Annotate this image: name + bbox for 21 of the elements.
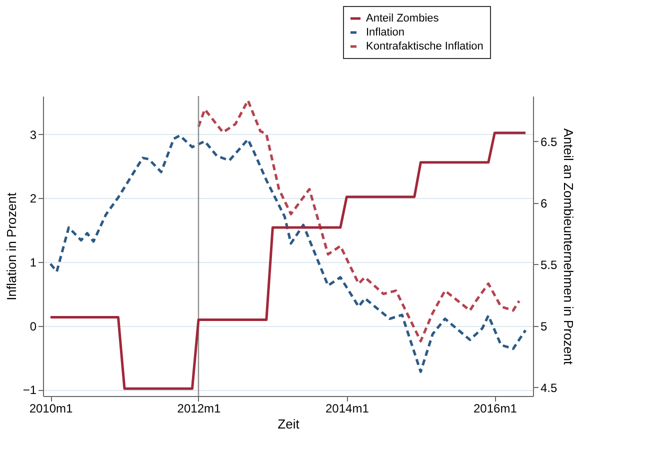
x-tick-label: 2016m1 [473,402,518,416]
x-tick-label: 2014m1 [326,402,370,416]
y2-tick-label: 6 [540,196,548,210]
legend-label: Inflation [366,26,405,38]
legend-label: Kontrafaktische Inflation [366,40,484,52]
y-tick-label: 1 [30,255,37,270]
y-tick-label: −1 [22,383,37,398]
y-tick-label: 2 [30,192,37,206]
y-tick-label: 0 [30,319,37,334]
y2-axis-title: Anteil an Zombieunternehmen in Prozent [561,128,576,366]
y2-tick-label: 4.5 [540,380,558,395]
x-axis-title: Zeit [278,416,300,432]
y2-tick-label: 5.5 [540,258,558,272]
line-series [197,99,520,342]
legend-label: Anteil Zombies [366,12,440,24]
y2-tick-label: 6.5 [540,134,558,149]
y2-tick-label: 5 [540,319,548,334]
x-tick-label: 2010m1 [29,402,74,416]
x-tick-label: 2012m1 [177,402,221,416]
y-axis-title: Inflation in Prozent [4,192,19,300]
y-tick-label: 3 [30,128,37,142]
